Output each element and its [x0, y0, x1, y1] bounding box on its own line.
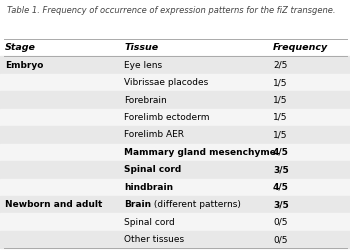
- Bar: [0, 109, 350, 126]
- Text: 4/5: 4/5: [273, 148, 289, 157]
- Text: Table 1. Frequency of occurrence of expression patterns for the fiZ transgene.: Table 1. Frequency of occurrence of expr…: [7, 6, 336, 15]
- Bar: [0, 231, 350, 248]
- Text: Other tissues: Other tissues: [124, 235, 184, 244]
- Text: Embryo: Embryo: [5, 61, 44, 70]
- Text: Forelimb ectoderm: Forelimb ectoderm: [124, 113, 210, 122]
- Text: Eye lens: Eye lens: [124, 61, 162, 70]
- Text: 0/5: 0/5: [273, 217, 287, 227]
- Text: Forelimb AER: Forelimb AER: [124, 131, 184, 139]
- Bar: [0, 161, 350, 178]
- Text: Brain: Brain: [124, 200, 151, 209]
- Text: 3/5: 3/5: [273, 200, 289, 209]
- Text: hindbrain: hindbrain: [124, 183, 173, 192]
- Text: Vibrissae placodes: Vibrissae placodes: [124, 78, 209, 87]
- Text: Forebrain: Forebrain: [124, 96, 167, 105]
- Text: Frequency: Frequency: [273, 43, 328, 52]
- Bar: [0, 126, 350, 144]
- Text: 1/5: 1/5: [273, 113, 287, 122]
- Text: 1/5: 1/5: [273, 96, 287, 105]
- Text: Newborn and adult: Newborn and adult: [5, 200, 103, 209]
- Text: 0/5: 0/5: [273, 235, 287, 244]
- Text: (different patterns): (different patterns): [151, 200, 241, 209]
- Text: Tissue: Tissue: [124, 43, 159, 52]
- Bar: [0, 74, 350, 91]
- Bar: [0, 213, 350, 231]
- Bar: [0, 144, 350, 161]
- Bar: [0, 56, 350, 74]
- Bar: [0, 178, 350, 196]
- Text: Spinal cord: Spinal cord: [124, 165, 182, 174]
- Bar: [0, 39, 350, 56]
- Text: 4/5: 4/5: [273, 183, 289, 192]
- Text: Stage: Stage: [5, 43, 36, 52]
- Bar: [0, 91, 350, 109]
- Text: Mammary gland mesenchyme: Mammary gland mesenchyme: [124, 148, 276, 157]
- Text: 3/5: 3/5: [273, 165, 289, 174]
- Text: 2/5: 2/5: [273, 61, 287, 70]
- Text: 1/5: 1/5: [273, 78, 287, 87]
- Text: 1/5: 1/5: [273, 131, 287, 139]
- Text: Spinal cord: Spinal cord: [124, 217, 175, 227]
- Bar: [0, 196, 350, 213]
